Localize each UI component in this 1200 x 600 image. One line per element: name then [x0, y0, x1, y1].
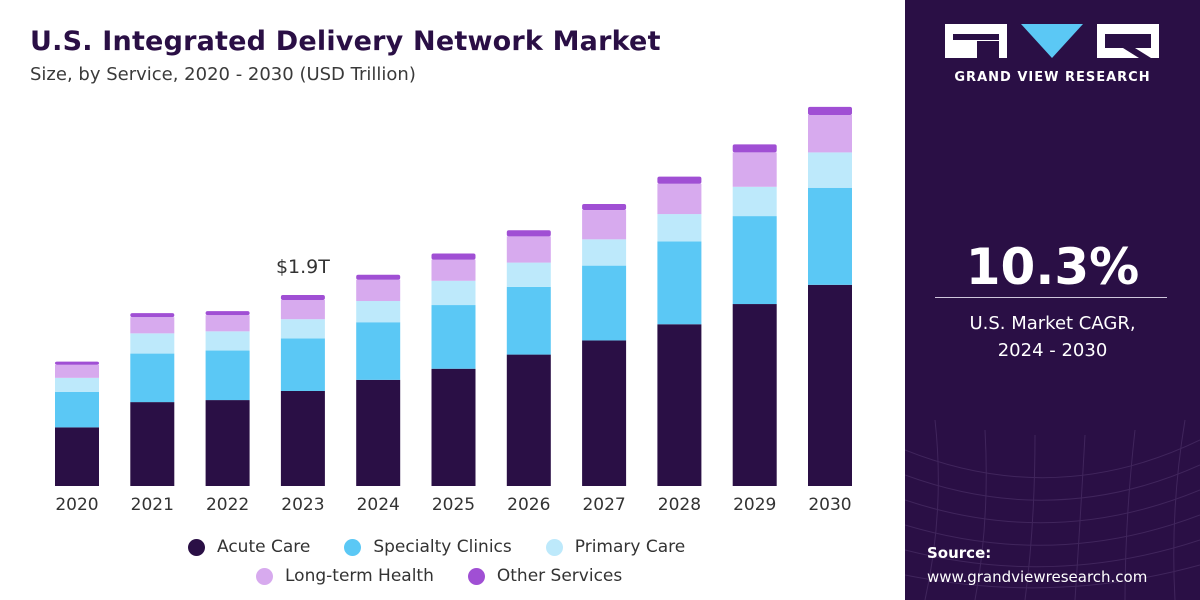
bar-other-services-2023: [280, 294, 325, 300]
legend-label: Long-term Health: [285, 566, 434, 586]
chart-panel: U.S. Integrated Delivery Network Market …: [30, 26, 852, 586]
bar-specialty-clinics-2023: [280, 338, 325, 391]
bar-specialty-clinics-2021: [130, 353, 175, 403]
chart-subtitle: Size, by Service, 2020 - 2030 (USD Trill…: [30, 64, 416, 85]
bar-other-services-2027: [582, 203, 627, 211]
bar-acute-care-2022: [205, 400, 250, 486]
bar-primary-care-2023: [280, 319, 325, 339]
legend-row: Long-term Health Other Services: [256, 566, 656, 586]
bar-primary-care-2024: [356, 301, 401, 323]
x-tick-label: 2024: [357, 495, 400, 515]
legend-swatch: [545, 538, 563, 556]
legend-item-long-term-health: Long-term Health: [256, 566, 434, 586]
legend-item-acute-care: Acute Care: [188, 537, 310, 557]
bar-primary-care-2027: [582, 239, 627, 266]
bar-primary-care-2021: [130, 333, 175, 354]
bar-long-term-health-2030: [808, 115, 852, 153]
bar-primary-care-2026: [506, 262, 551, 287]
brand-name: GRAND VIEW RESEARCH: [954, 70, 1151, 85]
cagr-divider: [935, 297, 1167, 298]
bar-specialty-clinics-2024: [356, 322, 401, 380]
bar-specialty-clinics-2029: [732, 216, 777, 305]
cagr-value: 10.3%: [965, 238, 1140, 296]
bar-specialty-clinics-2022: [205, 350, 250, 401]
chart-title: U.S. Integrated Delivery Network Market: [30, 26, 661, 57]
bar-primary-care-2030: [808, 152, 852, 188]
bar-acute-care-2030: [808, 284, 852, 486]
source-url: www.grandviewresearch.com: [927, 568, 1148, 586]
legend-item-primary-care: Primary Care: [545, 537, 686, 557]
bar-long-term-health-2025: [431, 259, 476, 281]
x-tick-label: 2023: [281, 495, 324, 515]
x-tick-label: 2026: [507, 495, 550, 515]
x-tick-label: 2020: [55, 495, 98, 515]
bar-primary-care-2029: [732, 186, 777, 217]
bar-acute-care-2025: [431, 368, 476, 486]
bar-other-services-2021: [130, 313, 175, 318]
bar-other-services-2026: [506, 230, 551, 237]
bar-other-services-2022: [205, 311, 250, 316]
decorative-grid: [905, 419, 1200, 600]
stacked-bar-chart: 2020 2021 2022 2023 $1.9T 2024 2025 2026 2027 202…: [55, 106, 852, 515]
bar-long-term-health-2021: [130, 317, 175, 334]
bar-primary-care-2025: [431, 280, 476, 306]
legend-label: Other Services: [496, 566, 623, 586]
bar-other-services-2020: [55, 361, 99, 365]
gvr-logo: [945, 24, 1159, 58]
bar-acute-care-2026: [506, 354, 551, 486]
bar-specialty-clinics-2028: [657, 241, 702, 325]
bar-acute-care-2028: [657, 324, 702, 486]
bar-acute-care-2029: [732, 304, 777, 486]
bar-long-term-health-2022: [205, 315, 250, 332]
legend-label: Specialty Clinics: [373, 537, 512, 557]
bar-long-term-health-2020: [55, 364, 99, 378]
x-tick-label: 2025: [432, 495, 475, 515]
legend-label: Primary Care: [574, 537, 686, 557]
info-panel: GRAND VIEW RESEARCH 10.3% U.S. Market CA…: [905, 0, 1200, 600]
bar-specialty-clinics-2020: [55, 391, 99, 428]
bar-other-services-2024: [356, 274, 401, 280]
legend-label: Acute Care: [217, 537, 311, 557]
bar-primary-care-2028: [657, 214, 702, 242]
bar-other-services-2030: [808, 106, 852, 116]
x-tick-label: 2027: [582, 495, 625, 515]
legend-swatch: [188, 538, 205, 556]
x-tick-label: 2021: [131, 495, 174, 515]
bar-acute-care-2020: [55, 427, 99, 486]
legend-item-other-services: Other Services: [467, 566, 623, 586]
legend-swatch: [256, 567, 273, 585]
bar-other-services-2028: [657, 176, 702, 184]
bar-specialty-clinics-2027: [582, 265, 627, 341]
bar-long-term-health-2028: [657, 183, 702, 215]
source-label: Source:: [927, 544, 992, 562]
bar-primary-care-2020: [55, 377, 99, 392]
bar-acute-care-2021: [130, 402, 175, 486]
x-tick-label: 2022: [206, 495, 249, 515]
data-label-annotation: $1.9T: [276, 256, 330, 278]
bar-long-term-health-2026: [506, 236, 551, 263]
bar-specialty-clinics-2026: [506, 286, 551, 355]
bar-specialty-clinics-2030: [808, 187, 852, 285]
bar-acute-care-2024: [356, 379, 401, 486]
bar-acute-care-2027: [582, 340, 627, 486]
legend-swatch: [467, 567, 485, 585]
bar-acute-care-2023: [280, 390, 325, 486]
legend-row: Acute Care Specialty Clinics Primary Care: [188, 537, 719, 557]
x-tick-label: 2030: [808, 495, 851, 515]
bar-primary-care-2022: [205, 331, 250, 351]
bar-long-term-health-2029: [732, 152, 777, 187]
x-tick-label: 2028: [658, 495, 701, 515]
legend-item-specialty-clinics: Specialty Clinics: [344, 537, 512, 557]
legend-swatch: [344, 538, 362, 556]
bar-long-term-health-2023: [280, 299, 325, 320]
cagr-label-line1: U.S. Market CAGR,: [969, 313, 1136, 334]
x-tick-label: 2029: [733, 495, 776, 515]
cagr-label: U.S. Market CAGR, 2024 - 2030: [905, 310, 1200, 364]
bar-other-services-2029: [732, 144, 777, 153]
bar-long-term-health-2027: [582, 210, 627, 240]
bar-specialty-clinics-2025: [431, 305, 476, 369]
bar-other-services-2025: [431, 253, 476, 260]
cagr-label-line2: 2024 - 2030: [997, 340, 1108, 361]
bar-long-term-health-2024: [356, 279, 401, 302]
